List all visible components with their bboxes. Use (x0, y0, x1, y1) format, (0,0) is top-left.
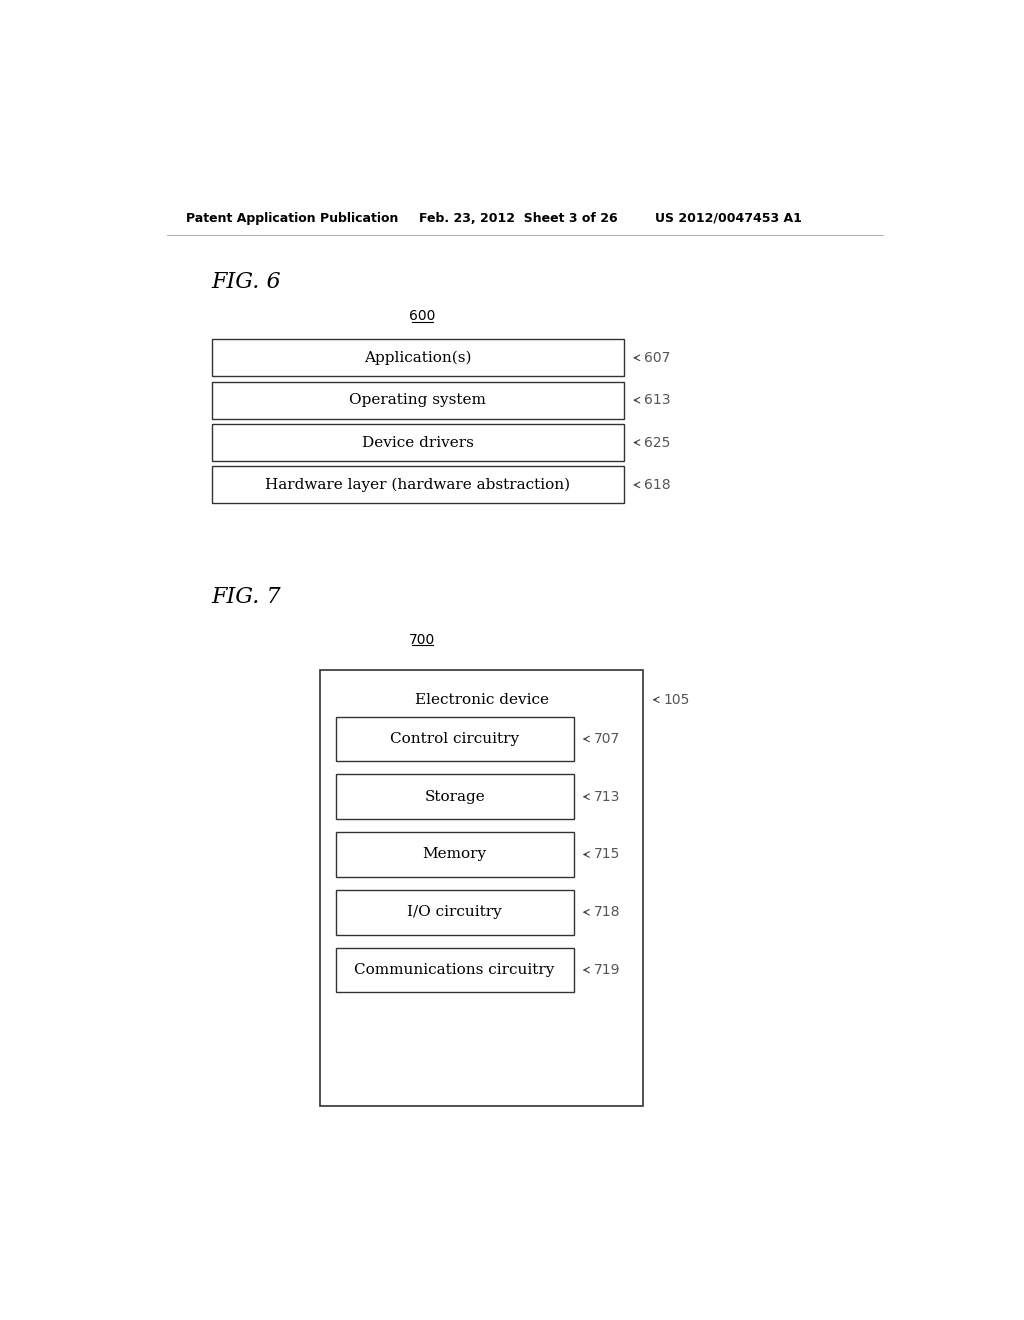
Text: FIG. 7: FIG. 7 (212, 586, 282, 609)
Text: 618: 618 (644, 478, 671, 492)
Text: 719: 719 (594, 964, 621, 977)
Text: Communications circuitry: Communications circuitry (354, 964, 555, 977)
Text: I/O circuitry: I/O circuitry (408, 906, 502, 919)
Text: 700: 700 (410, 632, 435, 647)
Text: US 2012/0047453 A1: US 2012/0047453 A1 (655, 213, 802, 224)
FancyBboxPatch shape (336, 948, 573, 993)
FancyBboxPatch shape (212, 466, 624, 503)
FancyBboxPatch shape (212, 381, 624, 418)
Text: 715: 715 (594, 847, 621, 862)
Text: 600: 600 (410, 309, 435, 323)
Text: 625: 625 (644, 436, 671, 450)
FancyBboxPatch shape (212, 424, 624, 461)
Text: Feb. 23, 2012  Sheet 3 of 26: Feb. 23, 2012 Sheet 3 of 26 (419, 213, 617, 224)
Text: Electronic device: Electronic device (415, 693, 549, 706)
Text: Device drivers: Device drivers (361, 436, 474, 450)
Text: 713: 713 (594, 789, 621, 804)
Text: FIG. 6: FIG. 6 (212, 271, 282, 293)
Text: Patent Application Publication: Patent Application Publication (186, 213, 398, 224)
Text: 707: 707 (594, 733, 620, 746)
FancyBboxPatch shape (336, 832, 573, 876)
FancyBboxPatch shape (336, 717, 573, 762)
Text: Storage: Storage (424, 789, 485, 804)
Text: Operating system: Operating system (349, 393, 486, 407)
Text: 607: 607 (644, 351, 671, 364)
Text: 718: 718 (594, 906, 621, 919)
Text: Memory: Memory (423, 847, 486, 862)
Text: Hardware layer (hardware abstraction): Hardware layer (hardware abstraction) (265, 478, 570, 492)
FancyBboxPatch shape (336, 890, 573, 935)
FancyBboxPatch shape (336, 775, 573, 818)
FancyBboxPatch shape (321, 671, 643, 1106)
FancyBboxPatch shape (212, 339, 624, 376)
Text: Control circuitry: Control circuitry (390, 733, 519, 746)
Text: 105: 105 (664, 693, 690, 706)
Text: Application(s): Application(s) (365, 351, 472, 366)
Text: 613: 613 (644, 393, 671, 407)
